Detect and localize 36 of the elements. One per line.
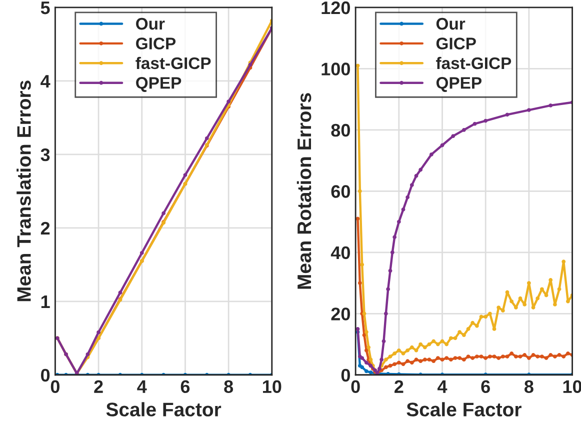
- y-tick-label: 60: [331, 185, 350, 198]
- y-tick-label: 100: [322, 62, 350, 76]
- x-tick-label: 8: [524, 380, 534, 394]
- y-tick-label: 0: [341, 368, 350, 382]
- legend-label: Our: [436, 18, 466, 30]
- legend-label: QPEP: [136, 77, 182, 92]
- legend-label: GICP: [436, 38, 476, 50]
- y-tick-label: 40: [330, 246, 350, 260]
- y-tick-label: 3: [40, 148, 50, 162]
- y-axis-title: Mean Rotation Errors: [296, 93, 312, 289]
- y-tick-label: 4: [40, 75, 50, 88]
- y-tick-label: 2: [40, 222, 50, 234]
- x-tick-label: 2: [94, 380, 103, 393]
- legend-label: fast-GICP: [436, 56, 512, 70]
- y-tick-label: 20: [331, 308, 350, 320]
- legend-label: GICP: [136, 38, 176, 50]
- x-tick-label: 8: [224, 380, 234, 394]
- y-axis-title: Mean Translation Errors: [16, 80, 31, 302]
- y-tick-label: 5: [40, 2, 50, 14]
- x-tick-label: 0: [351, 380, 360, 394]
- legend-label: Our: [136, 18, 165, 30]
- x-tick-label: 6: [481, 380, 490, 394]
- y-tick-label: 1: [41, 296, 50, 308]
- x-axis-title: Scale Factor: [406, 402, 522, 416]
- legend-label: QPEP: [436, 77, 482, 92]
- x-tick-label: 4: [137, 380, 147, 393]
- x-tick-label: 0: [50, 380, 60, 394]
- x-tick-label: 6: [180, 380, 190, 394]
- x-tick-label: 4: [438, 380, 448, 393]
- x-tick-label: 2: [394, 380, 404, 393]
- x-tick-label: 10: [263, 380, 282, 394]
- legend-label: fast-GICP: [136, 56, 211, 70]
- y-tick-label: 0: [41, 368, 50, 382]
- y-tick-label: 120: [322, 1, 350, 14]
- x-axis-title: Scale Factor: [106, 402, 222, 416]
- y-tick-label: 80: [331, 124, 350, 137]
